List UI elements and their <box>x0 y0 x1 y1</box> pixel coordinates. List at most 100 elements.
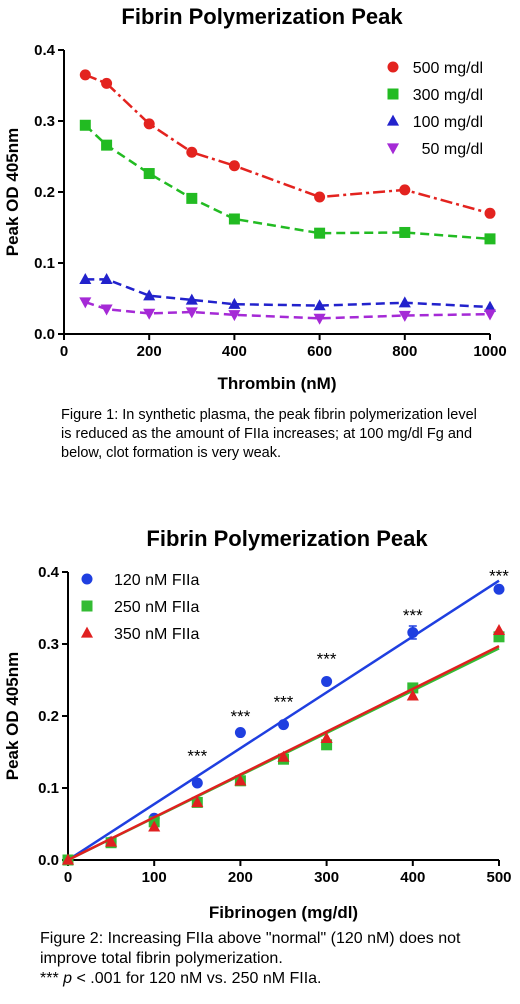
legend-label: 50 mg/dl <box>422 141 483 158</box>
data-point-350-nm-fiia <box>234 774 247 786</box>
x-tick-label: 300 <box>314 869 339 886</box>
data-point-50-mg-dl <box>313 313 326 325</box>
x-tick-label: 200 <box>137 343 162 360</box>
x-tick-label: 500 <box>486 869 511 886</box>
data-point-250-nm-fiia <box>493 631 505 643</box>
y-tick-label: 0.1 <box>34 255 55 272</box>
legend-label: 300 mg/dl <box>413 87 483 104</box>
x-tick-label: 200 <box>228 869 253 886</box>
legend-marker <box>387 61 399 73</box>
legend-marker <box>386 114 400 126</box>
y-axis-label: Peak OD 405nm <box>3 652 22 781</box>
series-line-50-mg-dl <box>84 300 491 320</box>
legend-label: 500 mg/dl <box>413 60 483 77</box>
data-point-250-nm-fiia <box>321 739 333 751</box>
x-tick-label: 800 <box>392 343 417 360</box>
x-tick-label: 400 <box>400 869 425 886</box>
legend-label: 350 nM FIIa <box>114 626 199 643</box>
x-axis-label: Thrombin (nM) <box>218 374 337 393</box>
legend-label: 120 nM FIIa <box>114 572 199 589</box>
y-tick-label: 0.3 <box>38 636 59 653</box>
data-point-350-nm-fiia <box>320 731 333 743</box>
series-line-500-mg-dl <box>84 73 491 215</box>
x-tick-label: 600 <box>307 343 332 360</box>
significance-marker: *** <box>274 693 294 712</box>
data-point-120-nm-fiia <box>234 727 246 739</box>
data-point-120-nm-fiia <box>493 583 505 595</box>
figure2-caption-prefix: *** <box>40 970 64 987</box>
data-point-500-mg-dl <box>314 191 326 203</box>
data-point-50-mg-dl <box>79 297 92 309</box>
data-point-500-mg-dl <box>228 160 240 172</box>
y-tick-label: 0.1 <box>38 780 59 797</box>
legend-label: 100 mg/dl <box>413 114 483 131</box>
data-point-120-nm-fiia <box>191 777 203 789</box>
data-point-100-mg-dl <box>100 273 113 285</box>
data-point-120-nm-fiia <box>321 675 333 687</box>
x-tick-label: 0 <box>64 869 72 886</box>
x-axis-label: Fibrinogen (mg/dl) <box>209 903 358 922</box>
significance-marker: *** <box>187 747 207 766</box>
data-point-500-mg-dl <box>101 77 113 89</box>
data-point-120-nm-fiia <box>278 719 289 731</box>
y-axis-label: Peak OD 405nm <box>3 128 22 257</box>
legend-marker <box>81 600 93 612</box>
y-tick-label: 0.0 <box>38 852 59 869</box>
significance-marker: *** <box>317 649 337 668</box>
y-tick-label: 0.4 <box>38 564 60 581</box>
figure2-caption-line1: Figure 2: Increasing FIIa above "normal"… <box>40 930 461 967</box>
data-point-100-mg-dl <box>313 299 326 311</box>
data-point-50-mg-dl <box>100 304 113 316</box>
legend-label: 250 nM FIIa <box>114 599 199 616</box>
data-point-300-mg-dl <box>143 168 155 180</box>
data-point-300-mg-dl <box>314 227 326 239</box>
chart-2-title: Fibrin Polymerization Peak <box>146 526 428 551</box>
significance-marker: *** <box>403 606 423 625</box>
figure1-caption: Figure 1: In synthetic plasma, the peak … <box>61 407 477 461</box>
x-tick-label: 0 <box>60 343 68 360</box>
data-point-100-mg-dl <box>143 289 156 301</box>
data-point-350-nm-fiia <box>191 796 204 808</box>
data-point-500-mg-dl <box>484 207 496 219</box>
legend-marker <box>386 143 400 155</box>
x-tick-label: 100 <box>142 869 167 886</box>
data-point-100-mg-dl <box>483 300 497 312</box>
x-tick-label: 1000 <box>473 343 506 360</box>
data-point-350-nm-fiia <box>61 853 75 865</box>
data-point-300-mg-dl <box>79 119 91 131</box>
data-point-300-mg-dl <box>399 226 411 238</box>
data-point-100-mg-dl <box>79 273 92 285</box>
data-point-350-nm-fiia <box>277 750 290 762</box>
figure2-caption-p: p <box>63 970 73 987</box>
data-point-300-mg-dl <box>228 213 240 225</box>
chart-1-title: Fibrin Polymerization Peak <box>121 4 403 29</box>
data-point-350-nm-fiia <box>148 820 161 832</box>
data-point-500-mg-dl <box>143 118 155 130</box>
series-line-100-mg-dl <box>85 278 491 309</box>
data-point-100-mg-dl <box>228 297 241 309</box>
significance-marker: *** <box>230 707 250 726</box>
data-point-100-mg-dl <box>185 293 198 305</box>
y-tick-label: 0.2 <box>34 184 55 201</box>
data-point-120-nm-fiia <box>407 626 419 638</box>
y-tick-label: 0.4 <box>34 42 56 59</box>
data-point-50-mg-dl <box>143 308 156 320</box>
significance-marker: *** <box>489 567 509 586</box>
legend-marker <box>81 573 93 585</box>
data-point-500-mg-dl <box>186 146 198 158</box>
data-point-50-mg-dl <box>398 310 411 322</box>
data-point-50-mg-dl <box>185 307 198 319</box>
data-point-350-nm-fiia <box>406 689 419 701</box>
data-point-500-mg-dl <box>79 69 91 81</box>
legend-marker <box>80 626 94 638</box>
data-point-300-mg-dl <box>101 139 113 151</box>
y-tick-label: 0.0 <box>34 326 55 343</box>
y-tick-label: 0.2 <box>38 708 59 725</box>
data-point-350-nm-fiia <box>105 835 118 847</box>
legend-marker <box>387 88 399 100</box>
data-point-300-mg-dl <box>484 233 496 245</box>
data-point-350-nm-fiia <box>492 623 506 635</box>
data-point-100-mg-dl <box>398 296 411 308</box>
figure2-caption-suffix: < .001 for 120 nM vs. 250 nM FIIa. <box>72 970 322 987</box>
